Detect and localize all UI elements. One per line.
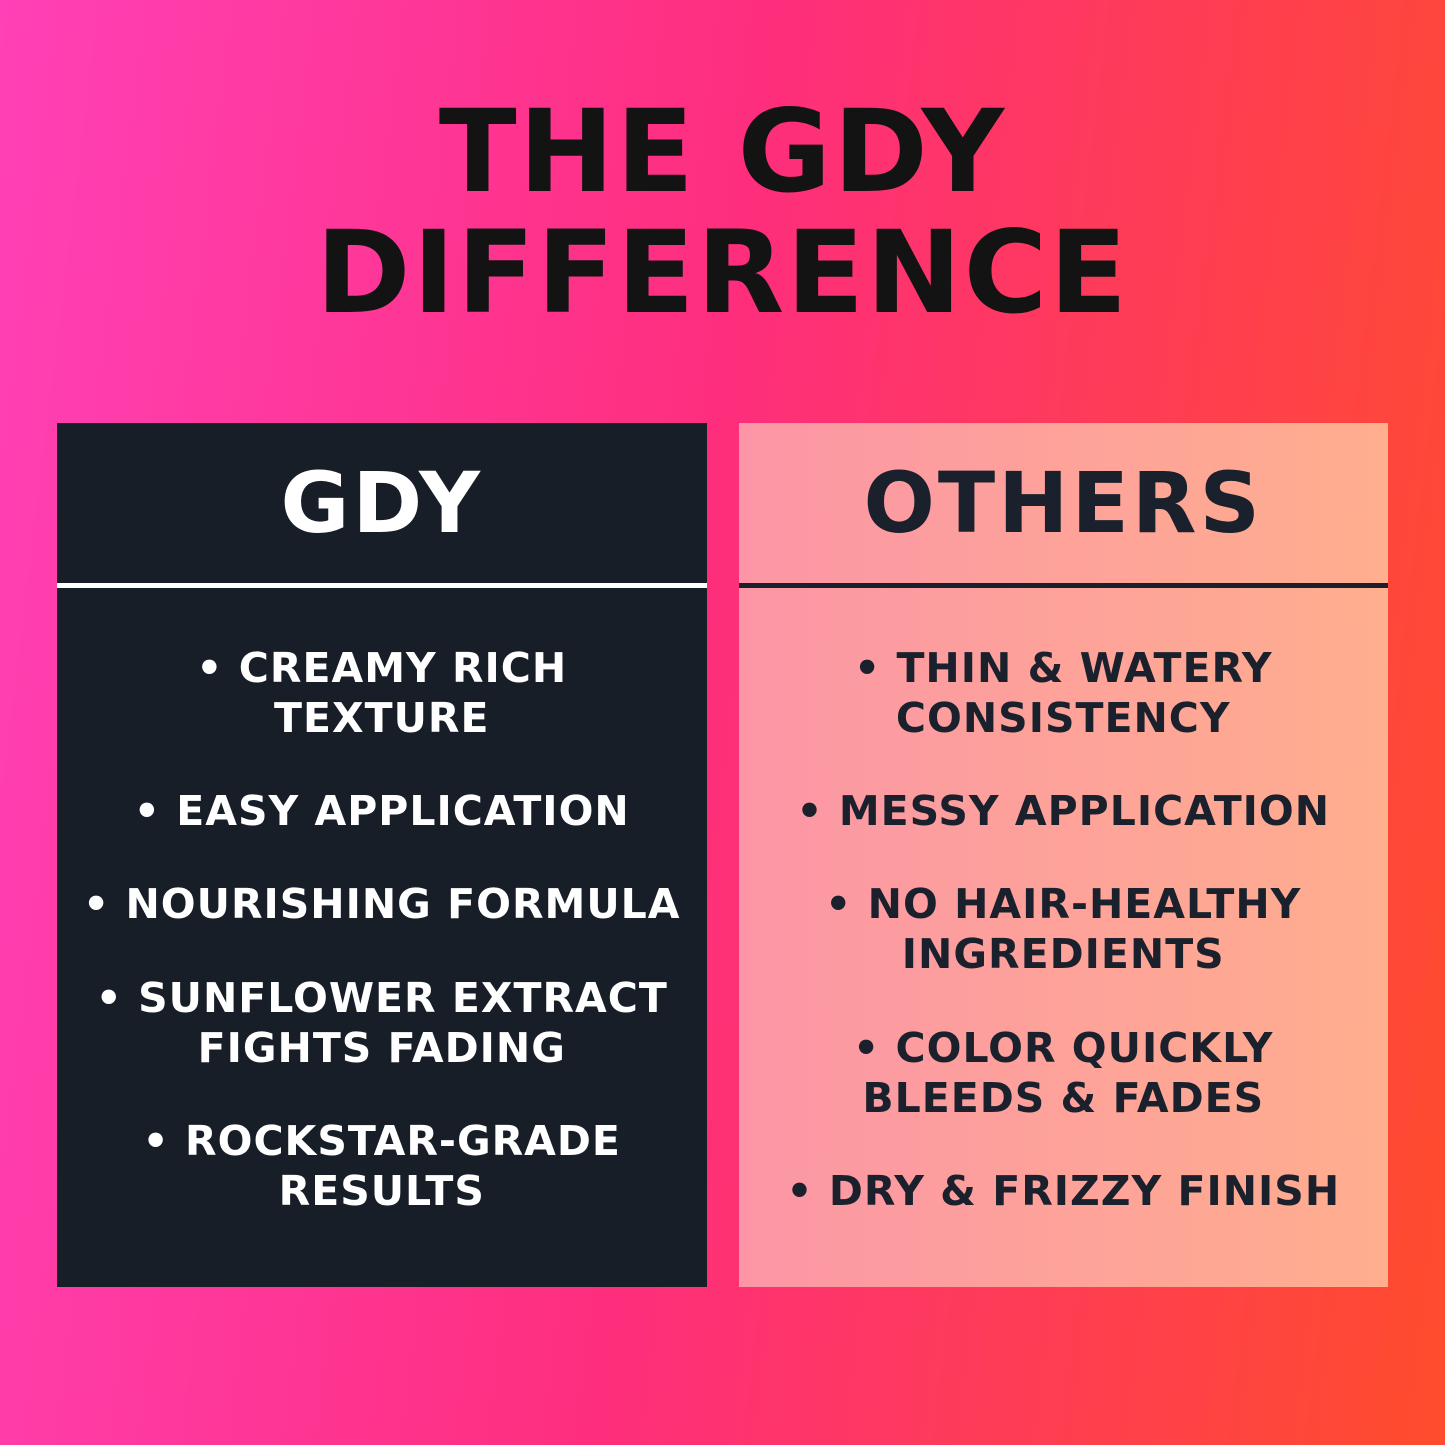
gdy-item-list: • CREAMY RICH TEXTURE • EASY APPLICATION •… bbox=[57, 588, 707, 1287]
comparison-cards: GDY • CREAMY RICH TEXTURE • EASY APPLICAT… bbox=[57, 423, 1388, 1287]
list-item: • NOURISHING FORMULA bbox=[67, 879, 697, 929]
list-item: • DRY & FRIZZY FINISH bbox=[749, 1166, 1379, 1216]
list-item: • MESSY APPLICATION bbox=[749, 786, 1379, 836]
gdy-column-header: GDY bbox=[280, 454, 483, 552]
list-item: • ROCKSTAR-GRADE RESULTS bbox=[67, 1116, 697, 1216]
bullet-glyph: • bbox=[133, 787, 161, 836]
bullet-glyph: • bbox=[853, 1023, 881, 1072]
list-item-text: NOURISHING FORMULA bbox=[125, 880, 681, 929]
bullet-glyph: • bbox=[142, 1116, 170, 1165]
list-item-text: SUNFLOWER EXTRACT FIGHTS FADING bbox=[138, 973, 668, 1072]
list-item-text: COLOR QUICKLY BLEEDS & FADES bbox=[862, 1023, 1274, 1122]
list-item: • EASY APPLICATION bbox=[67, 786, 697, 836]
others-column-card: OTHERS • THIN & WATERY CONSISTENCY • MESS… bbox=[738, 423, 1389, 1287]
bullet-glyph: • bbox=[196, 644, 224, 693]
gdy-column-card: GDY • CREAMY RICH TEXTURE • EASY APPLICAT… bbox=[57, 423, 707, 1287]
list-item: • COLOR QUICKLY BLEEDS & FADES bbox=[749, 1023, 1379, 1123]
list-item-text: NO HAIR-HEALTHY INGREDIENTS bbox=[867, 880, 1302, 979]
title-line-2: DIFFERENCE bbox=[315, 205, 1130, 339]
list-item: • NO HAIR-HEALTHY INGREDIENTS bbox=[749, 879, 1379, 979]
gdy-divider bbox=[57, 583, 707, 588]
list-item-text: ROCKSTAR-GRADE RESULTS bbox=[185, 1116, 621, 1215]
others-column-header: OTHERS bbox=[863, 454, 1264, 552]
bullet-glyph: • bbox=[82, 880, 111, 929]
list-item-text: CREAMY RICH TEXTURE bbox=[238, 644, 568, 743]
list-item: • SUNFLOWER EXTRACT FIGHTS FADING bbox=[67, 973, 697, 1073]
list-item-text: THIN & WATERY CONSISTENCY bbox=[895, 644, 1273, 743]
list-item-text: DRY & FRIZZY FINISH bbox=[828, 1166, 1341, 1215]
poster-title: THE GDY DIFFERENCE bbox=[0, 85, 1445, 339]
bullet-glyph: • bbox=[853, 644, 882, 693]
others-divider bbox=[738, 583, 1388, 588]
title-line-1: THE GDY bbox=[438, 85, 1007, 218]
list-item: • THIN & WATERY CONSISTENCY bbox=[749, 643, 1379, 743]
list-item-text: EASY APPLICATION bbox=[176, 787, 630, 836]
bullet-glyph: • bbox=[786, 1166, 814, 1215]
bullet-glyph: • bbox=[825, 880, 853, 929]
list-item: • CREAMY RICH TEXTURE bbox=[67, 643, 697, 743]
bullet-glyph: • bbox=[796, 787, 824, 836]
list-item-text: MESSY APPLICATION bbox=[838, 787, 1331, 836]
others-item-list: • THIN & WATERY CONSISTENCY • MESSY APPLI… bbox=[739, 588, 1389, 1287]
bullet-glyph: • bbox=[95, 973, 123, 1022]
